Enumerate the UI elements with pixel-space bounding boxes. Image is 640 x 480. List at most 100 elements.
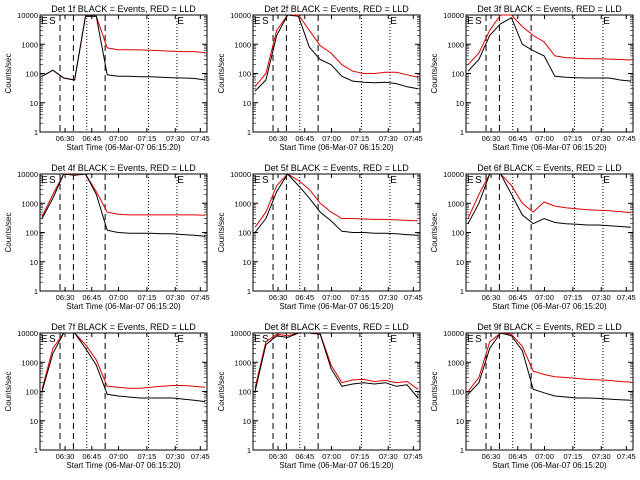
x-tick-label: 07:30 (379, 134, 398, 143)
series-events-line (41, 332, 206, 403)
panel-det-9f: Det 9f BLACK = Events, RED = LLD 1 10 100 10… (430, 322, 636, 470)
x-tick-label: 07:30 (166, 134, 185, 143)
panel-det-1f: Det 1f BLACK = Events, RED = LLD 1 10 100 10… (4, 4, 210, 152)
panel-title: Det 9f BLACK = Events, RED = LLD (477, 322, 622, 332)
y-axis-label: Counts/sec (430, 212, 439, 252)
x-tick-label: 06:30 (482, 134, 501, 143)
marker-label-e: E (467, 16, 474, 27)
y-axis-label: Counts/sec (4, 371, 13, 411)
x-tick-label: 06:30 (269, 452, 288, 461)
series-events-line (467, 332, 632, 401)
panel-title: Det 1f BLACK = Events, RED = LLD (51, 4, 196, 14)
x-tick-label: 06:45 (295, 134, 314, 143)
marker-label-s: S (475, 175, 482, 186)
x-tick-label: 06:30 (56, 293, 75, 302)
x-tick-label: 07:15 (563, 452, 582, 461)
series-lld-line (254, 173, 419, 228)
plot-frame (39, 14, 208, 133)
series-events-line (254, 14, 419, 92)
marker-label-s: S (262, 334, 269, 345)
x-tick-label: 07:30 (379, 452, 398, 461)
series-events-line (467, 173, 632, 228)
y-tick-label: 10 (456, 258, 464, 267)
marker-label-e: E (254, 175, 261, 186)
y-tick-label: 100 (25, 388, 38, 397)
marker-label-e: E (603, 16, 610, 27)
marker-label-e: E (41, 334, 48, 345)
x-tick-label: 06:45 (82, 134, 101, 143)
x-tick-label: 06:30 (56, 134, 75, 143)
x-tick-label: 06:30 (482, 293, 501, 302)
panel-title: Det 2f BLACK = Events, RED = LLD (264, 4, 409, 14)
y-tick-label: 10000 (17, 329, 38, 338)
x-tick-label: 07:30 (166, 452, 185, 461)
series-events-line (467, 17, 632, 82)
series-lld-line (467, 332, 632, 392)
x-axis-label: Start Time (06-Mar-07 06:15:20) (66, 461, 181, 470)
x-tick-label: 07:30 (379, 293, 398, 302)
x-tick-label: 07:15 (137, 452, 156, 461)
y-axis-label: Counts/sec (217, 371, 226, 411)
x-tick-label: 07:15 (350, 134, 369, 143)
y-tick-label: 100 (451, 70, 464, 79)
y-tick-label: 1000 (234, 40, 251, 49)
x-tick-label: 06:45 (508, 293, 527, 302)
series-events-line (254, 173, 419, 236)
x-tick-label: 07:30 (592, 134, 611, 143)
x-tick-label: 07:15 (350, 452, 369, 461)
panel-det-8f: Det 8f BLACK = Events, RED = LLD 1 10 100 10… (217, 322, 423, 470)
y-tick-label: 100 (238, 70, 251, 79)
plot-frame (252, 332, 421, 451)
x-tick-label: 07:15 (137, 293, 156, 302)
panel-det-5f: Det 5f BLACK = Events, RED = LLD 1 10 100 10… (217, 163, 423, 311)
y-axis-label: Counts/sec (430, 53, 439, 93)
x-tick-label: 07:45 (617, 293, 636, 302)
series-events-line (254, 332, 419, 399)
x-axis-label: Start Time (06-Mar-07 06:15:20) (279, 302, 394, 311)
y-axis-label: Counts/sec (430, 371, 439, 411)
plot-frame (252, 173, 421, 292)
panel-title: Det 3f BLACK = Events, RED = LLD (477, 4, 622, 14)
x-tick-label: 07:45 (617, 134, 636, 143)
x-axis-label: Start Time (06-Mar-07 06:15:20) (492, 302, 607, 311)
marker-label-e: E (254, 16, 261, 27)
x-tick-label: 06:30 (269, 134, 288, 143)
y-tick-label: 1000 (21, 199, 38, 208)
marker-label-s: S (262, 16, 269, 27)
x-axis-label: Start Time (06-Mar-07 06:15:20) (279, 143, 394, 152)
y-tick-label: 1000 (447, 199, 464, 208)
x-tick-label: 06:45 (82, 452, 101, 461)
y-tick-label: 1 (460, 446, 464, 455)
x-tick-label: 07:15 (350, 293, 369, 302)
marker-label-e: E (41, 175, 48, 186)
x-tick-label: 07:00 (535, 293, 554, 302)
marker-label-e: E (390, 334, 397, 345)
y-tick-label: 100 (451, 388, 464, 397)
panel-det-4f: Det 4f BLACK = Events, RED = LLD 1 10 100 10… (4, 163, 210, 311)
x-tick-label: 06:30 (269, 293, 288, 302)
x-tick-label: 07:00 (109, 293, 128, 302)
y-tick-label: 100 (25, 229, 38, 238)
marker-label-s: S (49, 175, 56, 186)
x-tick-label: 07:30 (166, 293, 185, 302)
marker-label-s: S (49, 334, 56, 345)
y-axis-label: Counts/sec (4, 53, 13, 93)
x-tick-label: 07:00 (109, 452, 128, 461)
x-tick-label: 06:45 (295, 293, 314, 302)
plot-frame (465, 14, 634, 133)
x-tick-label: 06:45 (508, 452, 527, 461)
y-tick-label: 10000 (443, 170, 464, 179)
x-tick-label: 07:15 (563, 134, 582, 143)
y-tick-label: 10000 (443, 11, 464, 20)
series-lld-line (254, 14, 419, 88)
marker-label-e: E (390, 175, 397, 186)
y-tick-label: 10 (30, 417, 38, 426)
y-tick-label: 10000 (443, 329, 464, 338)
y-tick-label: 1000 (21, 40, 38, 49)
y-tick-label: 10000 (17, 11, 38, 20)
x-tick-label: 07:00 (322, 293, 341, 302)
x-tick-label: 07:00 (535, 134, 554, 143)
series-events-line (41, 173, 206, 237)
y-tick-label: 100 (451, 229, 464, 238)
y-tick-label: 1 (34, 287, 38, 296)
